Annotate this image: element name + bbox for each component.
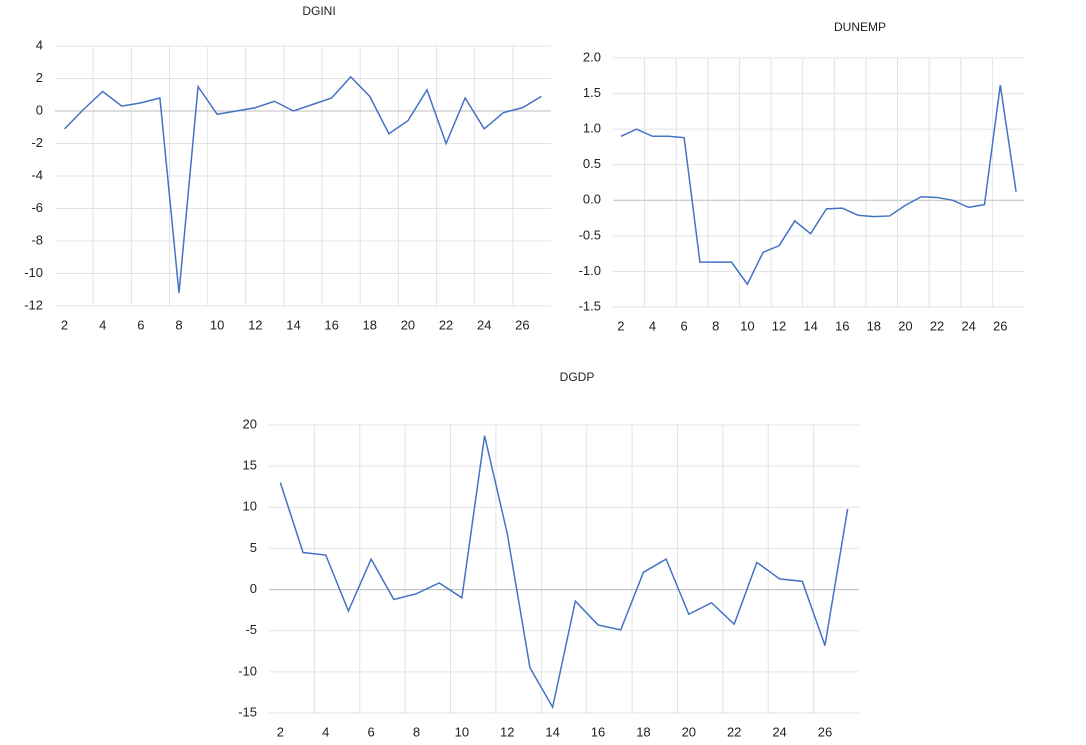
y-tick-label: -6 — [31, 200, 43, 215]
line — [64, 75, 542, 294]
x-tick-label: 8 — [175, 317, 182, 332]
y-tick-label: 4 — [36, 37, 43, 52]
y-tick-label: 0.5 — [583, 156, 601, 171]
x-tick-label: 12 — [772, 318, 786, 333]
y-tick-label: 2 — [36, 70, 43, 85]
y-tick-label: 1.0 — [583, 121, 601, 136]
y-tick-label: 1.5 — [583, 85, 601, 100]
x-tick-label: 22 — [439, 317, 453, 332]
x-tick-label: 6 — [367, 724, 374, 739]
x-tick-label: 26 — [993, 318, 1007, 333]
y-tick-label: 15 — [243, 458, 257, 473]
x-tick-label: 10 — [455, 724, 469, 739]
y-tick-label: -15 — [238, 704, 257, 719]
y-tick-label: 5 — [250, 540, 257, 555]
x-tick-label: 16 — [324, 317, 338, 332]
x-tick-label: 8 — [413, 724, 420, 739]
chart-title: DGINI — [302, 4, 335, 18]
x-tick-label: 24 — [961, 318, 975, 333]
x-tick-label: 20 — [682, 724, 696, 739]
y-tick-label: -8 — [31, 232, 43, 247]
x-tick-label: 4 — [99, 317, 106, 332]
chart-title: DUNEMP — [834, 20, 886, 34]
x-tick-label: 4 — [649, 318, 656, 333]
x-tick-label: 18 — [636, 724, 650, 739]
line — [279, 435, 849, 710]
y-tick-label: -4 — [31, 167, 43, 182]
x-tick-label: 8 — [712, 318, 719, 333]
y-tick-label: -2 — [31, 135, 43, 150]
x-tick-label: 4 — [322, 724, 329, 739]
y-tick-label: -1.0 — [579, 263, 601, 278]
y-tick-label: 0 — [36, 102, 43, 117]
x-tick-label: 10 — [740, 318, 754, 333]
x-tick-label: 6 — [137, 317, 144, 332]
x-tick-label: 6 — [681, 318, 688, 333]
x-tick-label: 20 — [898, 318, 912, 333]
y-tick-label: 20 — [243, 416, 257, 431]
x-tick-label: 16 — [835, 318, 849, 333]
x-tick-label: 14 — [286, 317, 300, 332]
x-tick-label: 22 — [930, 318, 944, 333]
x-tick-label: 22 — [727, 724, 741, 739]
y-tick-label: 0.0 — [583, 192, 601, 207]
x-tick-label: 26 — [818, 724, 832, 739]
chart-title: DGDP — [560, 370, 595, 384]
x-tick-label: 12 — [500, 724, 514, 739]
y-tick-label: 0 — [250, 581, 257, 596]
y-tick-label: -10 — [24, 265, 43, 280]
y-tick-label: 2.0 — [583, 49, 601, 64]
x-tick-label: 18 — [867, 318, 881, 333]
x-tick-label: 16 — [591, 724, 605, 739]
y-tick-label: -10 — [238, 663, 257, 678]
x-tick-label: 24 — [477, 317, 491, 332]
y-tick-label: -5 — [245, 622, 257, 637]
x-tick-label: 18 — [363, 317, 377, 332]
x-tick-label: 14 — [803, 318, 817, 333]
x-tick-label: 12 — [248, 317, 262, 332]
x-tick-label: 2 — [61, 317, 68, 332]
y-tick-label: -12 — [24, 297, 43, 312]
y-tick-label: 10 — [243, 499, 257, 514]
x-tick-label: 10 — [210, 317, 224, 332]
line — [620, 84, 1017, 286]
y-tick-label: -0.5 — [579, 227, 601, 242]
y-tick-label: -1.5 — [579, 298, 601, 313]
x-tick-label: 24 — [772, 724, 786, 739]
x-tick-label: 2 — [617, 318, 624, 333]
x-tick-label: 2 — [277, 724, 284, 739]
x-tick-label: 26 — [515, 317, 529, 332]
x-tick-label: 14 — [545, 724, 559, 739]
x-tick-label: 20 — [401, 317, 415, 332]
